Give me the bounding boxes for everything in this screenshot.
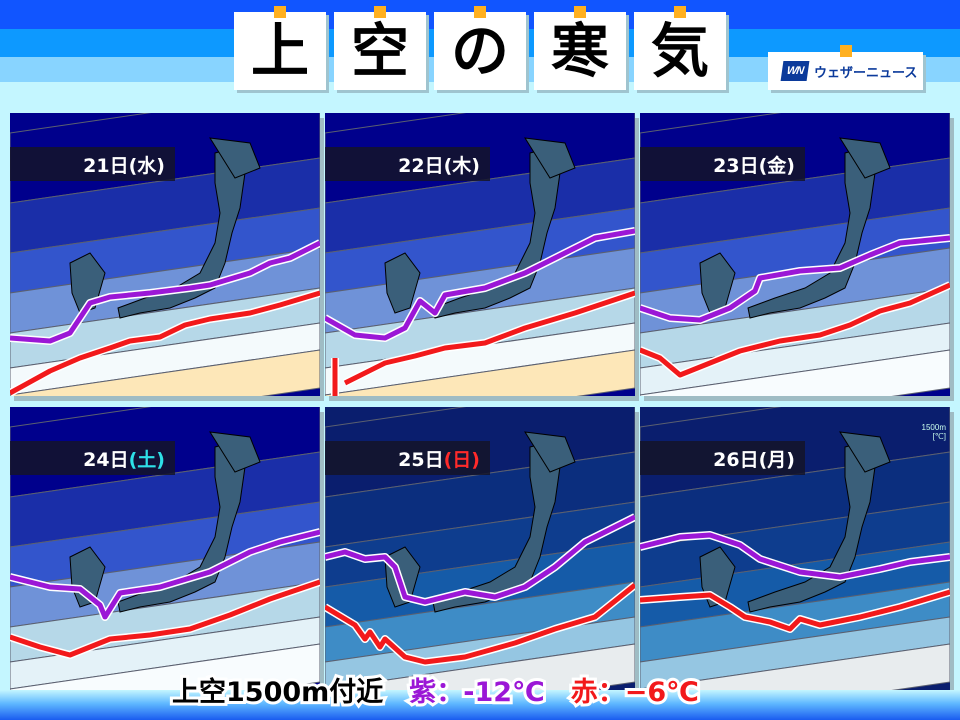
pin-icon: [274, 6, 286, 18]
red-isotherm: [331, 289, 635, 396]
forecast-map-panel: 24日 (土): [10, 407, 320, 690]
weekday: (水): [128, 154, 165, 177]
legend-purple-line: 紫：-12℃: [406, 674, 548, 711]
date-label: 24日 (土): [10, 441, 175, 475]
forecast-map-panel: 21日 (水): [10, 113, 320, 396]
legend-red-line: 赤：−6℃: [568, 674, 702, 711]
forecast-map-panel: 25日 (日): [325, 407, 635, 690]
forecast-map-panel: 23日 (金): [640, 113, 950, 396]
weekday: (木): [443, 154, 480, 177]
purple-isotherm: [325, 227, 635, 342]
red-isotherm: [325, 581, 635, 666]
title-card: 気: [634, 6, 726, 90]
brand-name: ウェザーニュース: [814, 65, 918, 81]
pin-icon: [674, 6, 686, 18]
brand-badge: WN ウェザーニュース: [768, 45, 923, 90]
purple-isotherm: [640, 234, 950, 324]
title-card: 空: [334, 6, 426, 90]
pin-icon: [474, 6, 486, 18]
purple-isotherm: [325, 513, 635, 606]
weekday: (土): [128, 448, 165, 471]
purple-isotherm: [10, 528, 320, 621]
weathernews-logo-icon: WN: [780, 61, 810, 81]
red-isotherm: [640, 281, 950, 379]
red-isotherm: [640, 588, 950, 633]
red-isotherm: [10, 289, 320, 396]
date-label: 23日 (金): [640, 147, 805, 181]
weekday: (月): [758, 448, 795, 471]
date-label: 26日 (月): [640, 441, 805, 475]
legend: 上空1500m付近 紫：-12℃ 赤：−6℃: [169, 670, 702, 711]
legend-level: 上空1500m付近: [169, 674, 386, 711]
purple-isotherm: [640, 531, 950, 581]
footer-band: [0, 690, 960, 720]
pin-icon: [839, 45, 852, 57]
purple-isotherm: [10, 239, 320, 345]
red-isotherm: [10, 578, 320, 659]
title-card: 上: [234, 6, 326, 90]
page-title: 上 空 の 寒 気: [234, 6, 726, 90]
unit-note: 1500m [℃]: [921, 423, 946, 441]
date-label: 25日 (日): [325, 441, 490, 475]
forecast-map-panel: 22日 (木): [325, 113, 635, 396]
forecast-map-panel: 26日 (月) 1500m [℃]: [640, 407, 950, 690]
weekday: (金): [758, 154, 795, 177]
date-label: 21日 (水): [10, 147, 175, 181]
pin-icon: [374, 6, 386, 18]
title-card: 寒: [534, 6, 626, 90]
title-card: の: [434, 6, 526, 90]
weekday: (日): [443, 448, 480, 471]
date-label: 22日 (木): [325, 147, 490, 181]
pin-icon: [574, 6, 586, 18]
